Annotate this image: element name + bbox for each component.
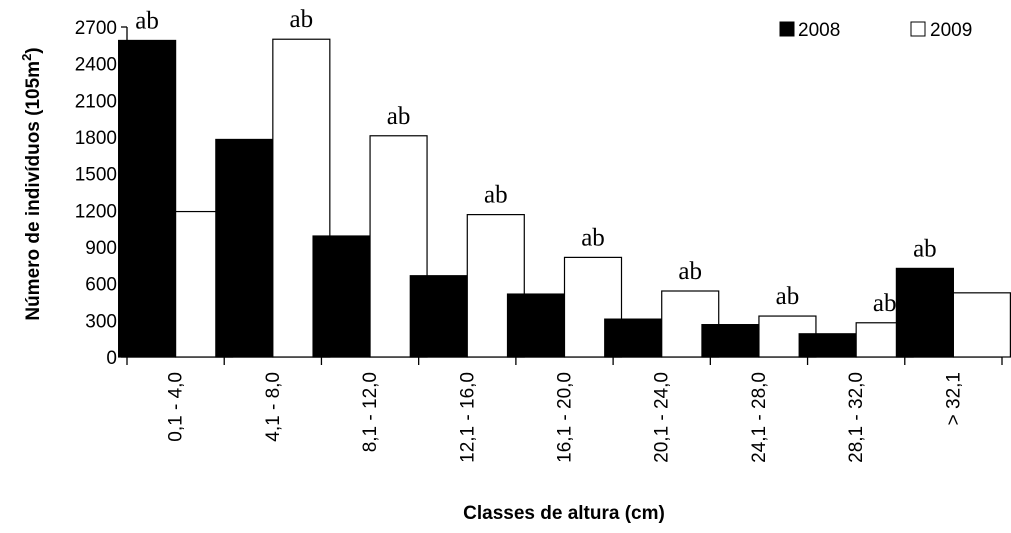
bar-annotations: ab ab ab ab ab ab ab ab ab: [135, 6, 936, 317]
bar-annotation: ab: [484, 182, 508, 209]
x-axis-categories: 0,1 - 4,0 4,1 - 8,0 8,1 - 12,0 12,1 - 16,0 1…: [126, 357, 1003, 463]
bar-2009: [952, 292, 1011, 358]
x-axis-title: Classes de altura (cm): [463, 503, 665, 524]
y-tick-label: 1200: [75, 201, 117, 222]
bar-2008: [409, 275, 468, 358]
y-axis-title: Número de indivíduos (105m2): [19, 47, 44, 320]
y-tick-label: 1800: [75, 128, 117, 149]
x-tick-label: 24,1 - 28,0: [749, 372, 770, 463]
bar-2008: [506, 293, 566, 358]
bar-2008: [798, 333, 857, 358]
y-tick-label: 0: [106, 348, 117, 369]
legend-swatch-2008: [779, 21, 795, 37]
x-tick-label: 0,1 - 4,0: [166, 372, 187, 442]
legend-label-2008: 2008: [798, 20, 840, 41]
bar-annotation: ab: [581, 224, 605, 251]
y-tick-label: 2400: [75, 55, 117, 76]
x-tick-label: 12,1 - 16,0: [457, 372, 478, 463]
bar-annotation: ab: [776, 283, 800, 310]
legend-label-2009: 2009: [930, 20, 972, 41]
y-tick-label: 2100: [75, 91, 117, 112]
x-tick-label: 4,1 - 8,0: [263, 372, 284, 442]
legend: 2008 2009: [779, 20, 972, 41]
bar-2008: [118, 39, 177, 358]
bar-annotation: ab: [290, 6, 314, 33]
x-tick-label: > 32,1: [943, 372, 964, 425]
y-tick-label: 2700: [75, 18, 117, 39]
x-tick-label: 20,1 - 24,0: [652, 372, 673, 463]
bar-annotation: ab: [873, 290, 897, 317]
bar-2008: [604, 318, 663, 358]
bar-annotation: ab: [135, 7, 159, 34]
y-tick-label: 900: [85, 238, 117, 259]
bar-2008: [895, 267, 954, 358]
bar-annotation: ab: [387, 103, 411, 130]
bar-annotation: ab: [678, 258, 702, 285]
bar-2008: [215, 138, 274, 358]
bar-2008: [312, 235, 371, 358]
y-tick-label: 600: [85, 275, 117, 296]
legend-swatch-2009: [910, 21, 926, 37]
x-tick-label: 28,1 - 32,0: [846, 372, 867, 463]
x-tick-label: 16,1 - 20,0: [555, 372, 576, 463]
y-axis-ticks: 0 300 600 900 1200 1500 1800 2100 2400 2700: [75, 18, 127, 369]
y-tick-label: 1500: [75, 165, 117, 186]
plot-area: [118, 27, 1011, 358]
bar-2008: [701, 324, 760, 358]
bar-annotation: ab: [913, 235, 937, 262]
x-tick-label: 8,1 - 12,0: [360, 372, 381, 452]
y-tick-label: 300: [85, 311, 117, 332]
